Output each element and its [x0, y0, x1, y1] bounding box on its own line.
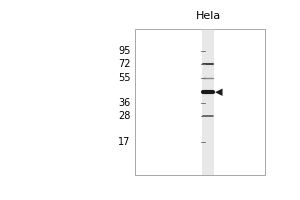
- Text: Hela: Hela: [195, 11, 221, 21]
- Text: 55: 55: [118, 73, 130, 83]
- Bar: [202, 29, 214, 175]
- Polygon shape: [215, 89, 223, 96]
- Text: 72: 72: [118, 59, 130, 69]
- Text: 95: 95: [118, 46, 130, 56]
- Text: 36: 36: [118, 98, 130, 108]
- Text: 28: 28: [118, 111, 130, 121]
- Text: 17: 17: [118, 137, 130, 147]
- Bar: [135, 29, 266, 175]
